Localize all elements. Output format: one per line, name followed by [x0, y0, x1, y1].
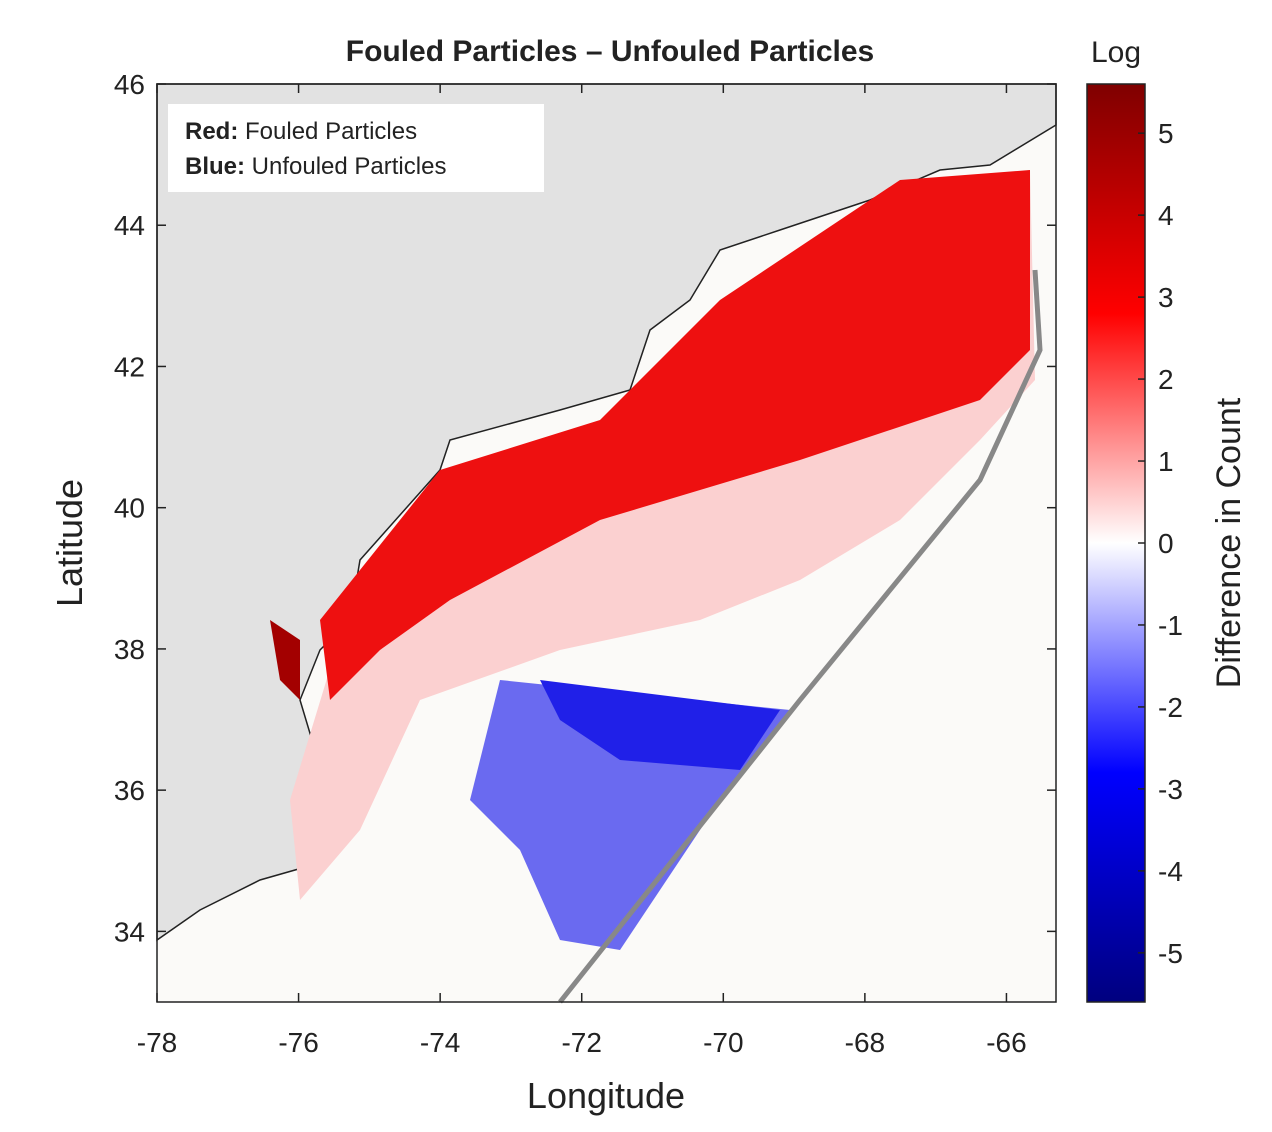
colorbar-tick-label: 1	[1158, 446, 1174, 477]
y-tick-label: 38	[114, 634, 145, 665]
y-tick-label: 46	[114, 69, 145, 100]
colorbar-tick-label: -1	[1158, 610, 1183, 641]
colorbar	[1086, 83, 1146, 1003]
colorbar-tick-label: 4	[1158, 200, 1174, 231]
y-tick-label: 42	[114, 351, 145, 382]
y-tick-label: 40	[114, 493, 145, 524]
colorbar-tick-label: 3	[1158, 282, 1174, 313]
peak-region	[270, 620, 300, 700]
x-tick-label: -78	[137, 1027, 177, 1058]
strong-positive-region	[320, 170, 1030, 700]
y-tick-label: 36	[114, 775, 145, 806]
boundary-line	[558, 269, 1043, 1004]
colorbar-tick-label: -2	[1158, 692, 1183, 723]
colorbar-title: Log	[1091, 36, 1141, 69]
x-tick-label: -72	[561, 1027, 601, 1058]
y-tick-label: 34	[114, 916, 145, 947]
colorbar-tick-label: 2	[1158, 364, 1174, 395]
colorbar-tick-label: 0	[1158, 528, 1174, 559]
x-tick-label: -70	[703, 1027, 743, 1058]
legend-entry: Red: Fouled Particles	[185, 118, 417, 145]
plot-frame	[156, 83, 1057, 1003]
colorbar-tick-label: 5	[1158, 118, 1174, 149]
legend-label: Unfouled Particles	[252, 153, 447, 180]
x-tick-label: -66	[986, 1027, 1026, 1058]
y-tick-label: 44	[114, 210, 145, 241]
legend-key: Blue:	[185, 153, 245, 180]
legend-box	[168, 104, 544, 192]
colorbar-tick-label: -4	[1158, 856, 1183, 887]
x-tick-label: -74	[420, 1027, 460, 1058]
strong-negative-region	[540, 680, 780, 770]
x-axis-label: Longitude	[527, 1075, 685, 1116]
colorbar-tick-label: -3	[1158, 774, 1183, 805]
colorbar-label: Difference in Count	[1210, 397, 1248, 688]
legend-entry: Blue: Unfouled Particles	[185, 153, 446, 180]
x-tick-label: -76	[278, 1027, 318, 1058]
legend-label: Fouled Particles	[245, 118, 417, 145]
x-tick-label: -68	[845, 1027, 885, 1058]
legend-key: Red:	[185, 118, 238, 145]
colorbar-tick-label: -5	[1158, 938, 1183, 969]
chart-title: Fouled Particles – Unfouled Particles	[346, 35, 875, 68]
y-axis-label: Latitude	[49, 479, 90, 607]
